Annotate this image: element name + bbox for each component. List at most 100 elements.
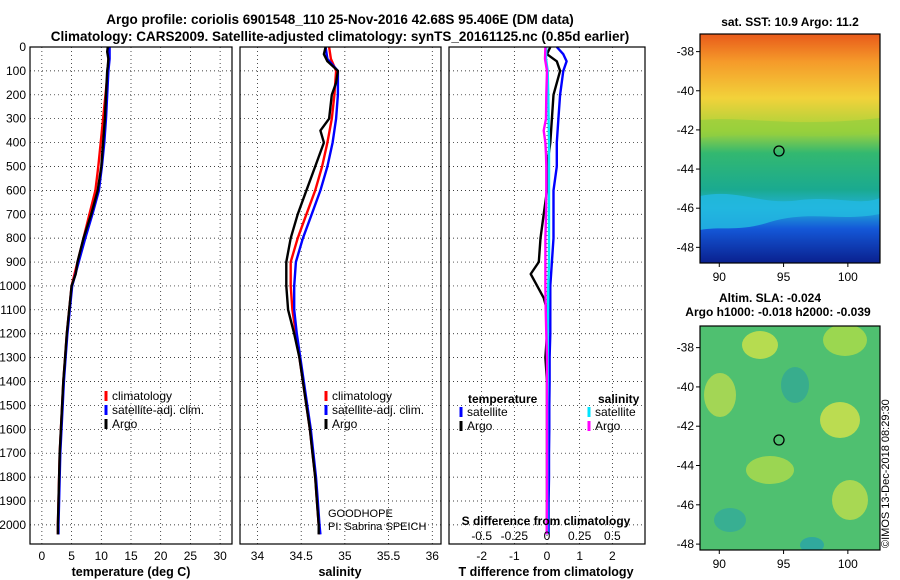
difference-lines: [529, 46, 568, 535]
map-lat-label: -48: [677, 537, 695, 551]
difference-frame: [448, 46, 646, 545]
series-line-argo: [285, 46, 340, 535]
salinity-lines: [285, 46, 340, 535]
legend-salinity-title: salinity: [598, 392, 640, 406]
legend-label: satellite: [467, 405, 508, 419]
legend-label: Argo: [595, 419, 621, 433]
sla-high-anomaly: [746, 456, 794, 484]
sla-high-anomaly: [704, 373, 736, 417]
sla-map: -38 -40 -42 -44 -46 -48 90 95 100: [677, 325, 881, 571]
salinity-frame: [239, 46, 442, 545]
sla-low-anomaly: [800, 537, 824, 550]
map-lat-label: -42: [677, 419, 695, 433]
x-tick-label: 20: [154, 549, 168, 563]
x-tick-label: 15: [124, 549, 138, 563]
y-tick-label: 1900: [0, 494, 26, 508]
argo-position-marker-sst: [773, 145, 785, 157]
map-lat-label: -44: [677, 459, 695, 473]
map-lat-label: -40: [677, 380, 695, 394]
y-tick-label: 300: [6, 112, 26, 126]
map-lat-label: -38: [677, 45, 695, 59]
x-tick-label: 5: [68, 549, 75, 563]
map-lat-label: -46: [677, 498, 695, 512]
s-tick-label: 0.25: [568, 529, 592, 543]
sst-front-band: [700, 193, 880, 230]
temperature-frame: [29, 46, 233, 545]
x-tick-label: 35.5: [377, 549, 401, 563]
legend-label: climatology: [112, 389, 172, 403]
y-tick-label: 200: [6, 88, 26, 102]
pressure-axis-ticks: 0 100 200 300 400 500 600 700 800 900 1000 1100 1200…: [0, 40, 26, 532]
x-tick-label: -2: [476, 549, 487, 563]
map-lon-label: 100: [838, 557, 858, 571]
t-difference-x-label: T difference from climatology: [458, 565, 633, 579]
y-tick-label: 400: [6, 136, 26, 150]
program-annotation: GOODHOPE: [328, 508, 393, 520]
argo-position-marker-sla: [773, 434, 785, 446]
legend-temperature-title: temperature: [468, 392, 538, 406]
temperature-x-label: temperature (deg C): [72, 565, 191, 579]
y-tick-label: 900: [6, 255, 26, 269]
legend-label: Argo: [112, 417, 138, 431]
map-lat-label: -40: [677, 84, 695, 98]
x-tick-label: 2: [609, 549, 616, 563]
x-tick-label: 1: [576, 549, 583, 563]
map-lon-label: 90: [713, 270, 727, 284]
t-difference-x-ticks: -2 -1 0 1 2: [476, 549, 616, 563]
title-line-1: Argo profile: coriolis 6901548_110 25-No…: [106, 12, 574, 27]
map-lat-label: -48: [677, 240, 695, 254]
s-tick-label: 0: [544, 529, 551, 543]
sst-map-title: sat. SST: 10.9 Argo: 11.2: [721, 15, 859, 29]
y-tick-label: 1300: [0, 351, 26, 365]
legend-label: climatology: [332, 389, 392, 403]
x-tick-label: 34: [251, 549, 265, 563]
series-line-climatology: [56, 47, 110, 535]
map-lat-label: -46: [677, 201, 695, 215]
y-tick-label: 800: [6, 231, 26, 245]
sst-gradient-band: [700, 118, 880, 138]
y-tick-label: 1600: [0, 422, 26, 436]
x-tick-label: 10: [95, 549, 109, 563]
y-tick-label: 700: [6, 207, 26, 221]
legend-label: Argo: [467, 419, 493, 433]
map-lon-label: 95: [777, 557, 791, 571]
sla-map-axes: -38 -40 -42 -44 -46 -48 90 95 100: [677, 341, 859, 571]
map-lat-label: -42: [677, 123, 695, 137]
sla-high-anomaly: [832, 480, 868, 520]
x-tick-label: 36: [426, 549, 440, 563]
sla-map-title-2: Argo h1000: -0.018 h2000: -0.039: [685, 305, 871, 319]
x-tick-label: 30: [213, 549, 227, 563]
y-tick-label: 1400: [0, 375, 26, 389]
s-tick-label: -0.5: [471, 529, 492, 543]
pi-annotation: PI: Sabrina SPEICH: [328, 521, 426, 533]
series-line-t-satellite: [547, 46, 568, 535]
y-tick-label: 500: [6, 159, 26, 173]
sst-map-frame: [699, 33, 881, 264]
salinity-panel: 34 34.5 35 35.5 36 salinity climatologysatel…: [239, 46, 442, 579]
sla-map-title-1: Altim. SLA: -0.024: [718, 291, 822, 305]
difference-panel: -2 -1 0 1 2 -0.5 -0.25 0 0.25 0.5 S difference f…: [448, 46, 646, 579]
temperature-x-ticks: 0 5 10 15 20 25 30: [39, 549, 228, 563]
y-tick-label: 1100: [0, 303, 26, 317]
y-tick-label: 1700: [0, 446, 26, 460]
y-tick-label: 1200: [0, 327, 26, 341]
y-tick-label: 1500: [0, 398, 26, 412]
x-tick-label: 35: [338, 549, 352, 563]
sst-map-axes: -38 -40 -42 -44 -46 -48 90 95 100: [677, 45, 859, 284]
y-tick-label: 2000: [0, 518, 26, 532]
x-tick-label: -1: [509, 549, 520, 563]
sla-high-anomaly: [742, 331, 778, 359]
s-difference-ticks: -0.5 -0.25 0 0.25 0.5: [471, 529, 621, 543]
series-line-s-argo: [542, 46, 549, 535]
y-tick-label: 100: [6, 64, 26, 78]
legend-label: satellite: [595, 405, 636, 419]
sst-map: -38 -40 -42 -44 -46 -48 90 95 100: [677, 33, 881, 284]
y-tick-label: 1000: [0, 279, 26, 293]
sst-field: [700, 34, 880, 263]
map-lon-label: 90: [713, 557, 727, 571]
sla-map-frame: [699, 325, 881, 551]
map-lat-label: -38: [677, 341, 695, 355]
salinity-grid: [240, 46, 441, 544]
